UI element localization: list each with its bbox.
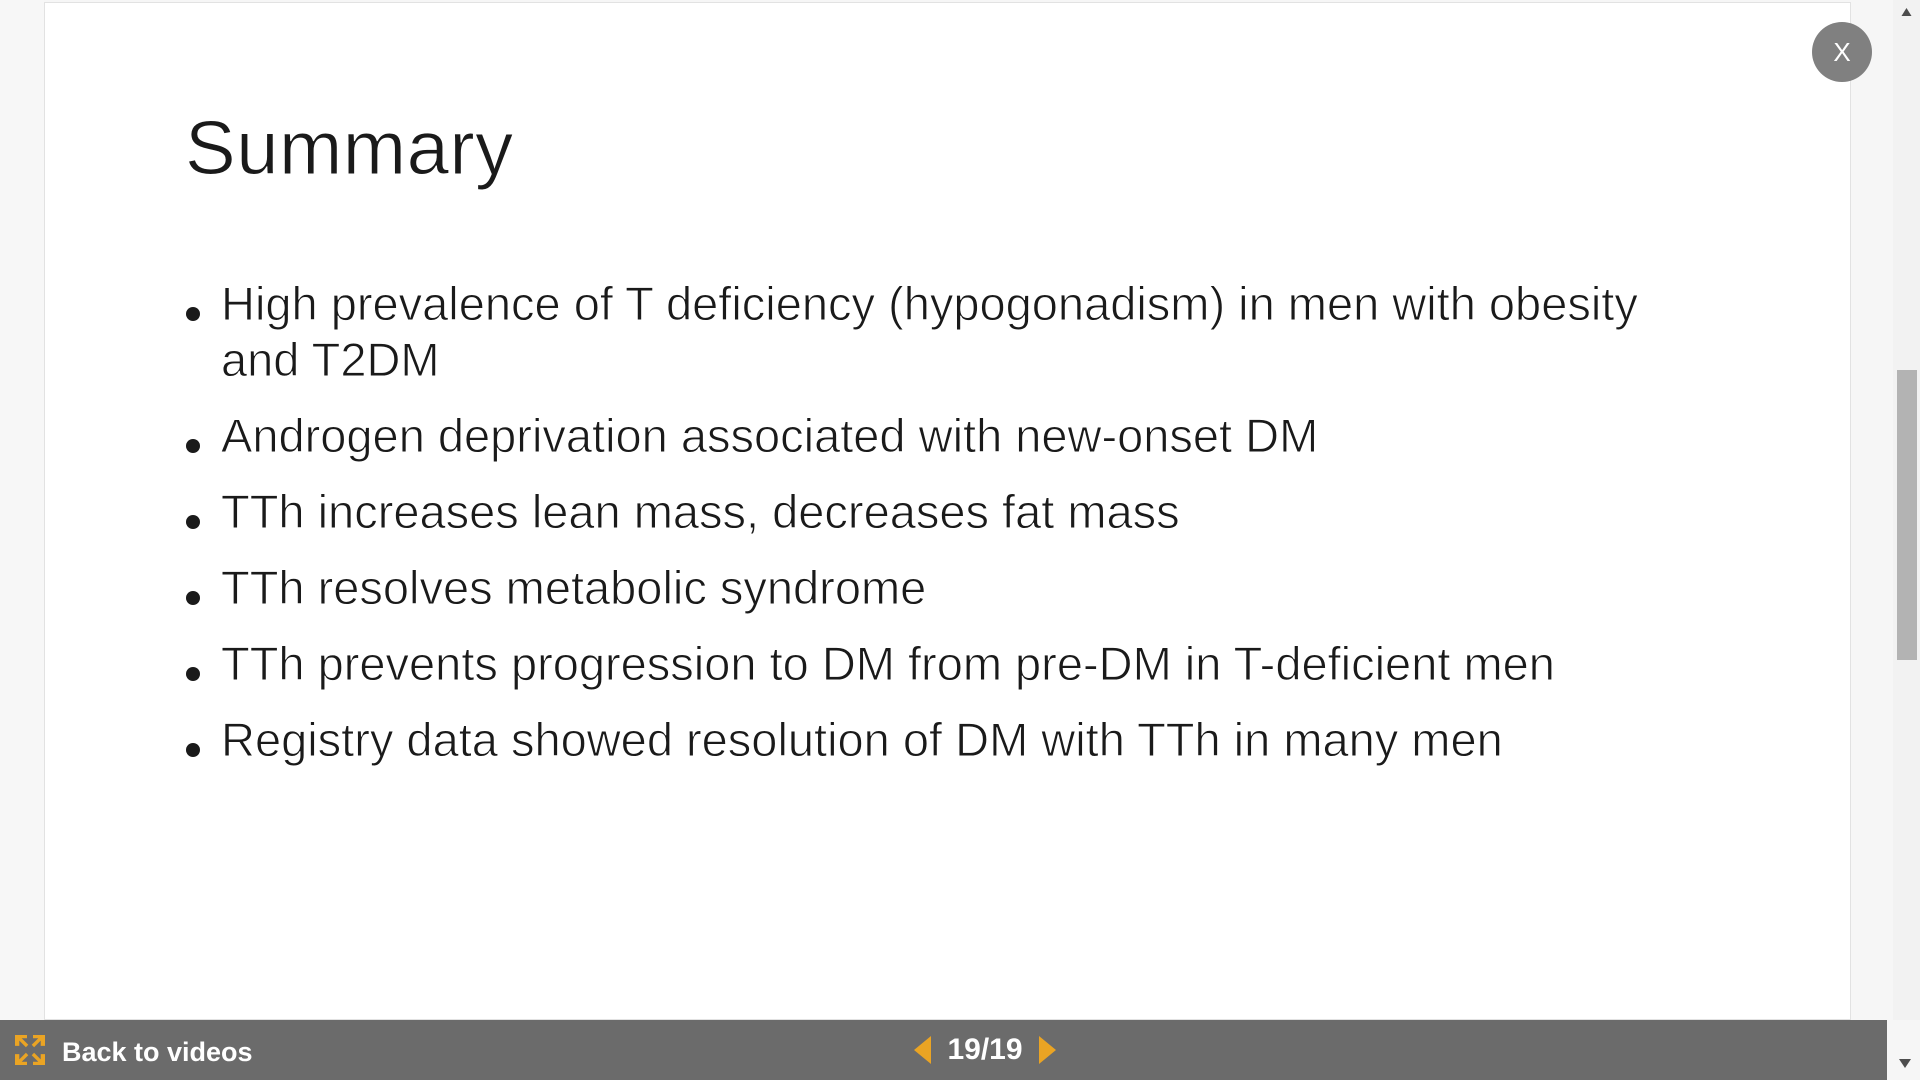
svg-text:High prevalence of T deficienc: High prevalence of T deficiency (hypogon… [221,286,1638,330]
svg-text:Summary: Summary [185,106,514,191]
svg-text:and T2DM: and T2DM [221,333,440,386]
svg-text:TTh increases lean mass, decre: TTh increases lean mass, decreases fat m… [221,485,1180,538]
svg-text:TTh prevents progression to DM: TTh prevents progression to DM from pre-… [221,637,1555,690]
svg-text:TTh resolves metabolic syndrom: TTh resolves metabolic syndrome [221,561,926,614]
svg-text:Androgen deprivation associate: Androgen deprivation associated with new… [221,409,1318,462]
svg-text:Registry data showed resolutio: Registry data showed resolution of DM wi… [221,713,1503,766]
